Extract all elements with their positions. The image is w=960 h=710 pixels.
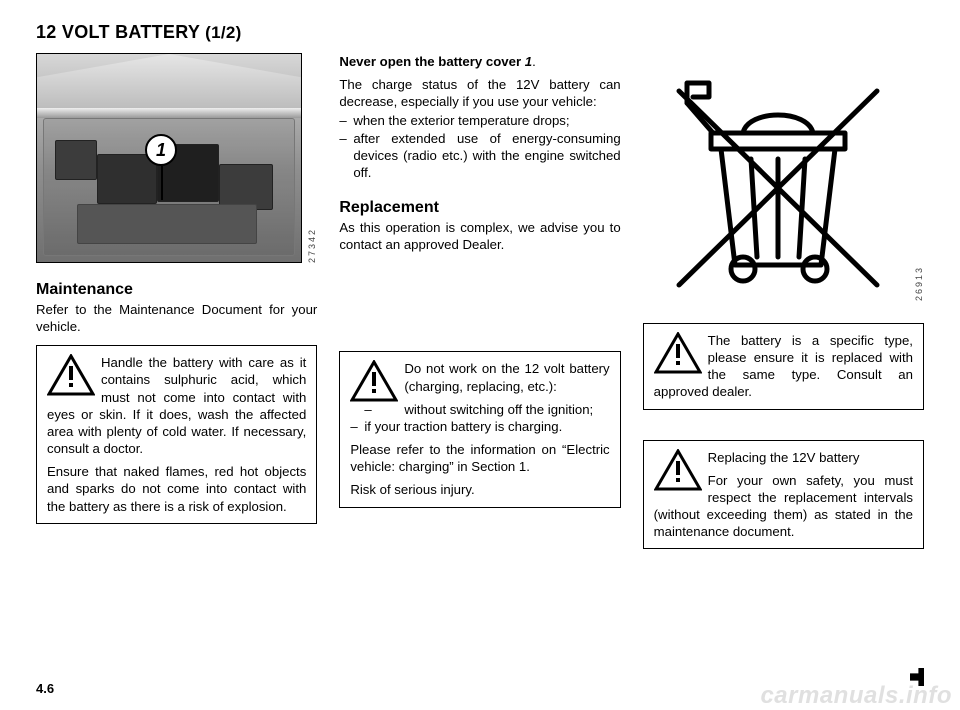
replace-interval-bold: must (884, 473, 913, 488)
specific-type-pre: The battery is a (708, 333, 830, 348)
charge-bullet-1: when the exterior temperature drops; (339, 112, 620, 129)
warn12v-risk: Risk of serious injury. (350, 481, 609, 498)
title-main: 12 VOLT BATTERY (36, 22, 205, 42)
photo-block (55, 140, 97, 180)
warning-triangle-icon (47, 354, 95, 396)
charge-bullets: when the exterior temperature drops; aft… (339, 112, 620, 181)
charge-bullet-2: after extended use of energy-consuming d… (339, 130, 620, 181)
no-waste-bin-icon (643, 53, 909, 301)
photo-hood (37, 54, 301, 112)
photo-block (97, 154, 157, 204)
warn12v-bullets: without switching off the ignition; if y… (350, 401, 609, 435)
never-open-pre: Never open the battery cover (339, 54, 524, 69)
columns: 27342 1 Maintenance Refer to the Mainten… (36, 53, 924, 549)
callout-line (161, 166, 163, 200)
maintenance-heading: Maintenance (36, 281, 317, 299)
callout-1: 1 (145, 134, 177, 166)
specific-type-bold: specific type (830, 333, 909, 348)
never-open-num: 1 (525, 54, 532, 69)
warn12v-b2: if your traction battery is charging. (350, 418, 609, 435)
never-open-post: . (532, 54, 536, 69)
warn12v-ref: Please refer to the information on “Elec… (350, 441, 609, 475)
photo-beam (37, 108, 301, 118)
page-number: 4.6 (36, 681, 54, 696)
replace-interval-post: respect the replacement intervals (witho… (654, 490, 913, 539)
column-2: Never open the battery cover 1. The char… (339, 53, 620, 549)
warning-triangle-icon (654, 449, 702, 491)
charge-intro: The charge status of the 12V battery can… (339, 76, 620, 110)
warning-triangle-icon (654, 332, 702, 374)
replace-interval-pre: For your own safety, you (708, 473, 885, 488)
watermark: carmanuals.info (760, 682, 952, 710)
replacement-body: As this operation is complex, we advise … (339, 219, 620, 253)
replacement-heading: Replacement (339, 199, 620, 217)
photo-imgnum: 27342 (307, 53, 317, 263)
no-waste-diagram-wrap: 26913 (643, 53, 924, 301)
maintenance-body: Refer to the Maintenance Document for yo… (36, 301, 317, 335)
page-title: 12 VOLT BATTERY (1/2) (36, 22, 924, 43)
warning-box-12v-work: Do not work on the 12 volt battery (char… (339, 351, 620, 507)
photo-block (77, 204, 257, 244)
engine-bay-photo: 1 (36, 53, 302, 263)
warning-acid-p2: Ensure that naked flames, red hot object… (47, 463, 306, 514)
warning-triangle-icon (350, 360, 398, 402)
warning-box-replace-interval: Replacing the 12V battery For your own s… (643, 440, 924, 550)
column-1: 27342 1 Maintenance Refer to the Mainten… (36, 53, 317, 549)
diagram-imgnum: 26913 (914, 53, 924, 301)
engine-photo-wrap: 27342 1 (36, 53, 317, 263)
warn12v-b1: without switching off the ignition; (350, 401, 609, 418)
never-open-line: Never open the battery cover 1. (339, 53, 620, 70)
column-3: 26913 (643, 53, 924, 549)
warning-box-acid: Handle the battery with care as it conta… (36, 345, 317, 523)
title-sub: (1/2) (205, 23, 241, 42)
warning-box-specific-type: The battery is a specific type, please e… (643, 323, 924, 410)
